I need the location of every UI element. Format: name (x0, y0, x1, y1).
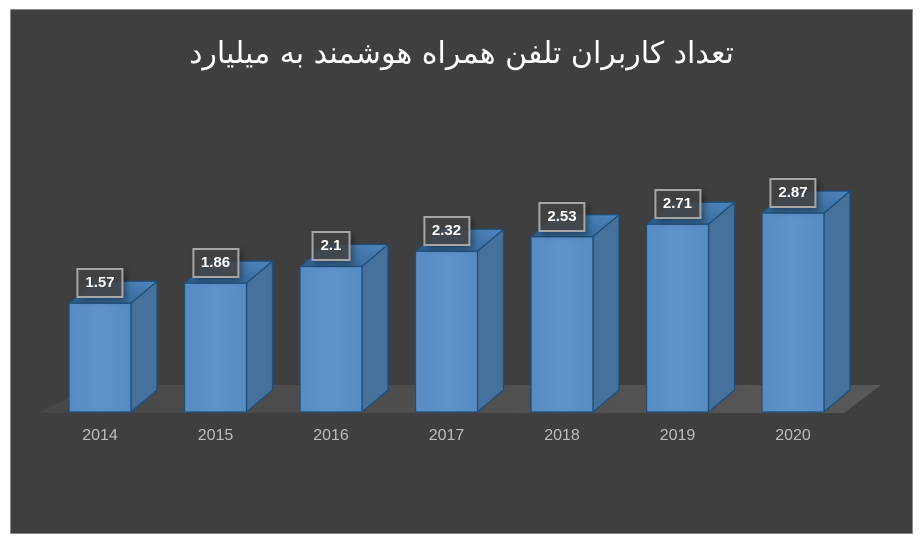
bar-front-face (414, 250, 479, 413)
bar-side-face (245, 260, 274, 413)
bar-side-face (130, 280, 158, 413)
bar-side-face (707, 201, 736, 413)
bar-front-face (645, 223, 710, 413)
bar-front-face (183, 282, 248, 413)
bar-3d-2015 (183, 260, 274, 413)
bar-3d-2017 (414, 228, 505, 413)
bar-front-face (68, 302, 132, 413)
chart-title: تعداد کاربران تلفن همراه هوشمند به میلیا… (189, 36, 734, 71)
bar-3d-2014 (68, 280, 158, 413)
bar-side-face (592, 214, 620, 413)
bar-3d-2020 (761, 190, 851, 413)
bar-side-face (476, 228, 505, 413)
bar-front-face (761, 212, 825, 413)
bar-side-face (823, 190, 851, 413)
bar-side-face (361, 243, 389, 413)
bar-front-face (530, 236, 594, 413)
bar-3d-2019 (645, 201, 736, 413)
bar-front-face (299, 265, 363, 413)
bar-3d-2018 (530, 214, 620, 413)
bar-3d-2016 (299, 243, 389, 413)
